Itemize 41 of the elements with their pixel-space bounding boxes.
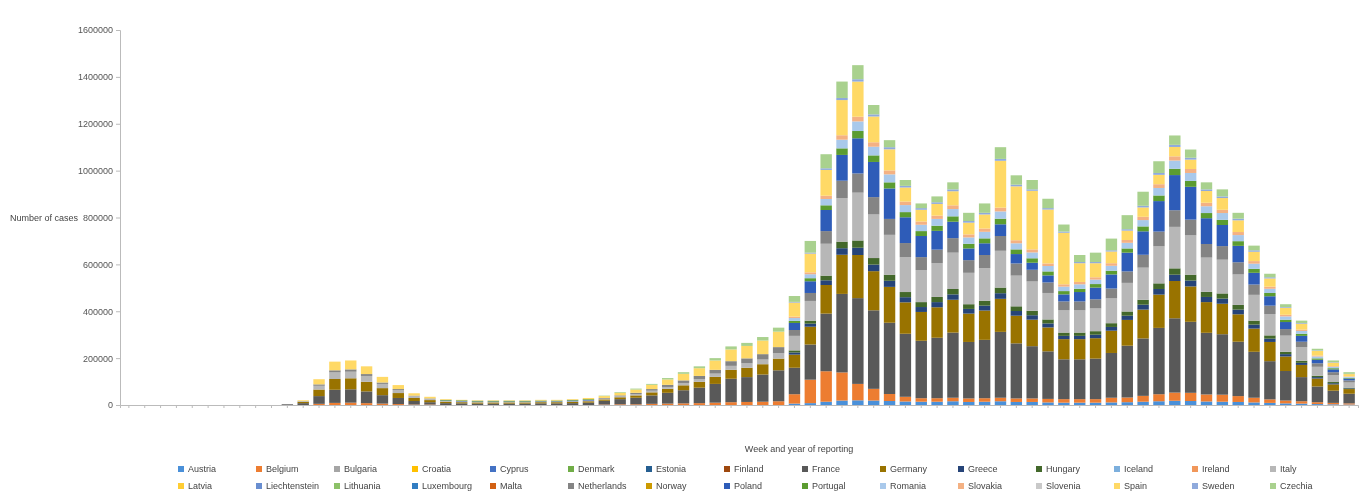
y-tick-label: 800000 [82, 212, 113, 223]
legend-label: Poland [734, 481, 763, 491]
legend-label: Bulgaria [344, 464, 378, 474]
legend-label: Hungary [1046, 464, 1081, 474]
legend-label: Cyprus [500, 464, 530, 474]
legend-label: Latvia [188, 481, 213, 491]
legend-label: Greece [968, 464, 998, 474]
legend-label: Denmark [578, 464, 616, 474]
legend-label: Romania [890, 481, 927, 491]
legend-label: Netherlands [578, 481, 628, 491]
legend-label: Iceland [1124, 464, 1154, 474]
y-tick-label: 200000 [82, 353, 113, 364]
y-tick-label: 1000000 [77, 166, 113, 177]
y-axis-title: Number of cases [10, 212, 79, 223]
legend-label: Czechia [1280, 481, 1313, 491]
legend-label: Liechtenstein [266, 481, 320, 491]
y-tick-label: 1400000 [77, 72, 113, 83]
legend-label: Malta [500, 481, 523, 491]
legend-label: Luxembourg [422, 481, 473, 491]
legend-label: Portugal [812, 481, 846, 491]
legend-label: Belgium [266, 464, 299, 474]
legend-label: Croatia [422, 464, 452, 474]
legend-label: Spain [1124, 481, 1148, 491]
y-tick-label: 0 [107, 400, 113, 411]
legend-label: Italy [1280, 464, 1298, 474]
legend-label: Estonia [656, 464, 687, 474]
y-tick-label: 600000 [82, 259, 113, 270]
legend-label: Sweden [1202, 481, 1235, 491]
legend-label: Slovakia [968, 481, 1003, 491]
y-tick-label: 1200000 [77, 119, 113, 130]
legend-label: Finland [734, 464, 764, 474]
legend-label: Slovenia [1046, 481, 1081, 491]
x-axis-title: Week and year of reporting [744, 444, 854, 454]
legend-label: Germany [890, 464, 928, 474]
legend-label: France [812, 464, 841, 474]
legend-label: Norway [656, 481, 688, 491]
y-tick-label: 1600000 [77, 25, 113, 36]
legend-label: Lithuania [344, 481, 381, 491]
legend-label: Ireland [1202, 464, 1230, 474]
legend-label: Austria [188, 464, 217, 474]
y-tick-label: 400000 [82, 306, 113, 317]
